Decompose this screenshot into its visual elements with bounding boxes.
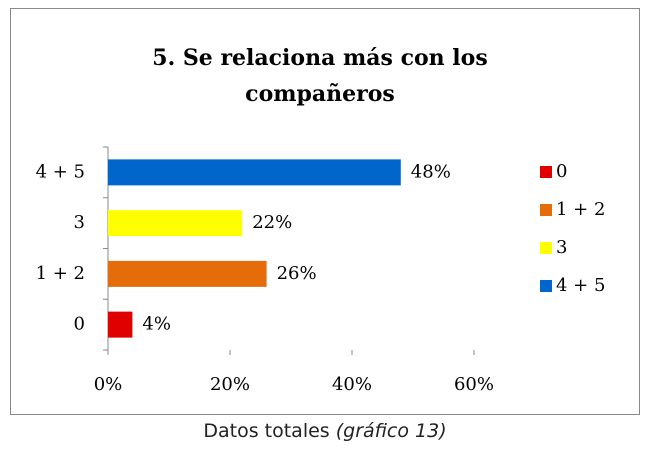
- caption-text: Datos totales: [203, 420, 330, 442]
- x-tick-label: 60%: [454, 374, 494, 395]
- legend-swatch: [540, 242, 552, 254]
- y-tick-label: 1 + 2: [36, 263, 85, 284]
- data-label: 22%: [252, 212, 292, 233]
- x-tick-label: 40%: [332, 374, 372, 395]
- legend-label: 4 + 5: [556, 275, 605, 296]
- legend-swatch: [540, 204, 552, 216]
- bar: [108, 159, 401, 186]
- y-tick-label: 0: [74, 314, 85, 335]
- bar: [108, 260, 267, 287]
- legend-label: 3: [556, 237, 567, 258]
- data-label: 26%: [277, 263, 317, 284]
- legend-swatch: [540, 166, 552, 178]
- data-label: 4%: [142, 314, 171, 335]
- x-tick-label: 0%: [94, 374, 123, 395]
- x-tick-label: 20%: [210, 374, 250, 395]
- y-tick-label: 3: [74, 212, 85, 233]
- legend-swatch: [540, 280, 552, 292]
- chart-title: 5. Se relaciona más con los compañeros: [152, 45, 488, 107]
- bar: [108, 311, 133, 338]
- y-tick-label: 4 + 5: [36, 161, 85, 182]
- legend-label: 1 + 2: [556, 199, 605, 220]
- bar: [108, 210, 243, 237]
- legend-label: 0: [556, 161, 567, 182]
- caption-source: (gráfico 13): [335, 420, 447, 442]
- caption: Datos totales (gráfico 13): [0, 420, 650, 442]
- data-label: 48%: [411, 161, 451, 182]
